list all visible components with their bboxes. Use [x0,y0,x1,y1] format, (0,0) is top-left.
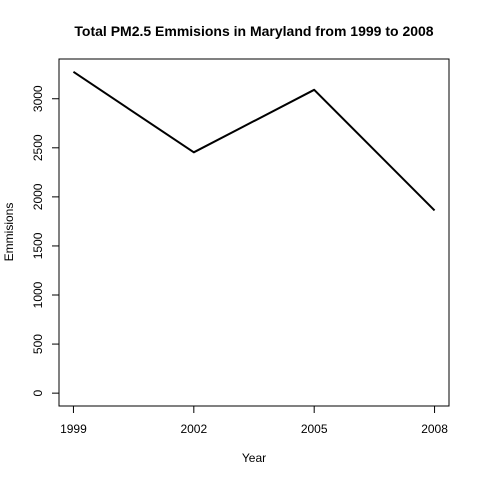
y-axis-label: Emmisions [2,203,16,262]
x-axis-label: Year [242,451,266,465]
y-axis: 0 500 1000 1500 2000 2500 3000 [31,85,60,396]
y-tick-label: 500 [31,334,45,354]
series-layer [72,71,436,212]
y-tick-label: 2000 [31,183,45,210]
x-tick-label: 2005 [301,422,328,436]
series-line-0 [72,71,436,212]
y-tick-label: 1500 [31,232,45,259]
x-tick-label: 1999 [60,422,87,436]
y-tick-label: 0 [31,389,45,396]
x-tick-label: 2002 [180,422,207,436]
y-tick-label: 3000 [31,85,45,112]
x-axis: 1999 2002 2005 2008 [60,405,448,436]
plot-frame [58,58,450,407]
y-tick-label: 1000 [31,281,45,308]
x-tick-label: 2008 [421,422,448,436]
chart-title: Total PM2.5 Emmisions in Maryland from 1… [74,23,433,39]
y-tick-label: 2500 [31,134,45,161]
